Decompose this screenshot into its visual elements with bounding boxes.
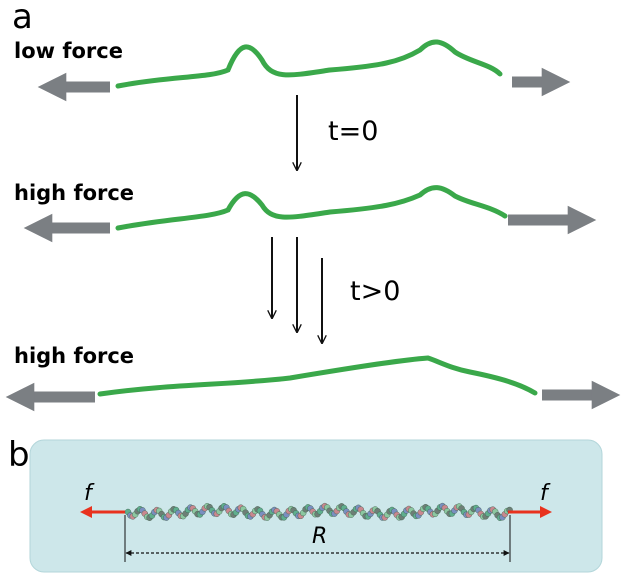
step-label: t>0 bbox=[350, 276, 400, 307]
row-label: high force bbox=[14, 181, 134, 205]
distance-label: R bbox=[312, 524, 327, 549]
panel-label: b bbox=[8, 435, 30, 475]
polymer bbox=[118, 188, 505, 228]
step-label: t=0 bbox=[328, 116, 378, 147]
polymer bbox=[100, 358, 535, 394]
figure: a low force t=0 high force t>0 high forc… bbox=[0, 0, 627, 575]
panel-label: a bbox=[12, 0, 33, 37]
row-label: low force bbox=[14, 39, 123, 63]
row-label: high force bbox=[14, 344, 134, 368]
polymer bbox=[118, 42, 500, 86]
solvent-box bbox=[30, 440, 602, 572]
